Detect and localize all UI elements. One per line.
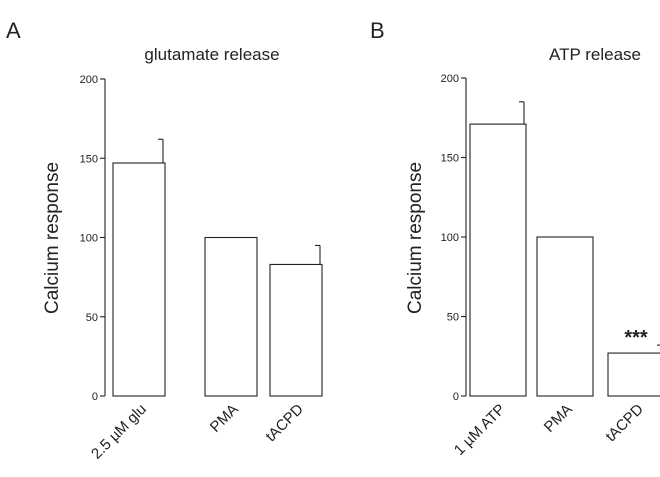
panel-b-y-ticks: 0 50 100 150 200	[441, 73, 466, 403]
panel-a-category-labels: 2.5 µM glu PMA tACPD	[88, 401, 307, 463]
panel-a-letter: A	[6, 18, 21, 43]
panel-a-y-tick-label: 0	[92, 391, 98, 403]
panel-b-significance-label: ***	[624, 327, 648, 349]
panel-a-error-bars	[158, 138, 321, 265]
panel-a-bar	[269, 263, 323, 397]
panel-a-y-tick-label: 50	[86, 312, 98, 324]
panel-b-bar	[469, 123, 527, 397]
panel-a-category-label: PMA	[207, 401, 242, 436]
panel-a-y-tick-label: 200	[80, 74, 98, 86]
panel-b-y-tick-label: 100	[441, 232, 459, 244]
panel-b-bar	[607, 352, 660, 397]
panel-b-bar	[536, 236, 594, 397]
panel-b: B ATP release Calcium response 0 50 100 150…	[370, 18, 660, 459]
panel-a-category-label: 2.5 µM glu	[88, 401, 150, 463]
panel-a-y-axis-label: Calcium response	[42, 162, 63, 314]
panel-b-letter: B	[370, 18, 385, 43]
panel-b-category-label: PMA	[541, 401, 576, 436]
panel-b-y-tick-label: 150	[441, 153, 459, 165]
panel-b-y-tick-label: 200	[441, 73, 459, 85]
panel-b-y-axis-label: Calcium response	[405, 162, 426, 314]
panel-a-title: glutamate release	[144, 45, 279, 64]
panel-a-bars	[112, 162, 323, 397]
panel-b-category-labels: 1 µM ATP PMA tACPD	[451, 401, 647, 459]
panel-a-y-ticks: 0 50 100 150 200	[80, 74, 105, 403]
panel-b-category-label: 1 µM ATP	[451, 401, 509, 459]
panel-a: A glutamate release Calcium response 0 50…	[6, 18, 323, 463]
panel-b-y-tick-label: 50	[447, 312, 459, 324]
panel-a-bar	[112, 162, 166, 397]
panel-a-y-tick-label: 150	[80, 153, 98, 165]
panel-b-bars	[469, 123, 660, 397]
panel-a-category-label: tACPD	[262, 401, 307, 446]
panel-a-y-tick-label: 100	[80, 233, 98, 245]
panel-b-title: ATP release	[549, 45, 641, 64]
panel-b-annotations: ***	[624, 327, 648, 349]
panel-a-bar	[204, 236, 258, 397]
panel-b-y-tick-label: 0	[453, 391, 459, 403]
panel-b-category-label: tACPD	[602, 401, 647, 446]
